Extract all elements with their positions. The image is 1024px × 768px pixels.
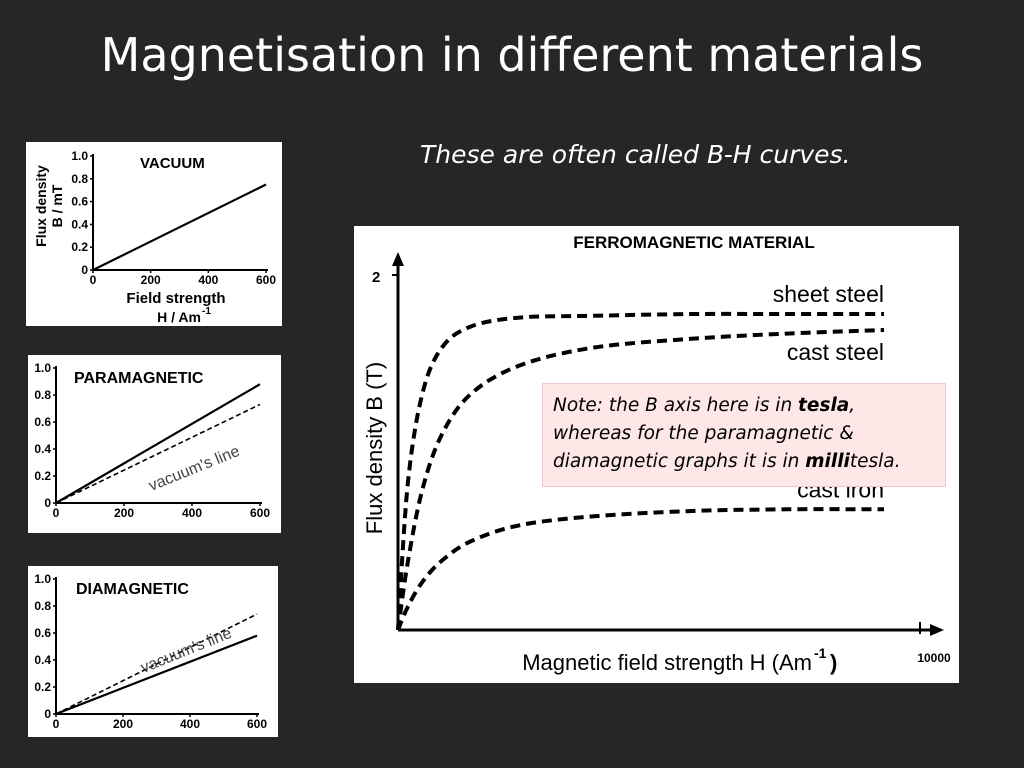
diamagnetic-ytick-label: 0.2 (34, 680, 51, 694)
ferromagnetic-series-label-cast-steel: cast steel (787, 339, 884, 365)
paramagnetic-ytick-label: 1.0 (34, 361, 51, 375)
vacuum-ylabel-2: B / mT (49, 184, 65, 227)
ferromagnetic-ylabel: Flux density B (T) (362, 362, 387, 534)
diamagnetic-ytick-label: 0.4 (34, 653, 51, 667)
slide-title: Magnetisation in different materials (100, 28, 924, 82)
diamagnetic-chart: 0 0.2 0.4 0.6 0.8 1.0 0 200 400 600 DIAMAGNETIC v… (28, 566, 278, 737)
diamagnetic-ytick-label: 0.8 (34, 599, 51, 613)
vacuum-xtick-label: 0 (90, 273, 97, 287)
ferromagnetic-y-arrowhead (392, 252, 404, 266)
vacuum-ytick-label: 0.6 (71, 195, 88, 209)
diamagnetic-xtick-label: 0 (53, 717, 60, 731)
paramagnetic-ytick-label: 0 (44, 496, 51, 510)
ferromagnetic-series-cast-iron (396, 507, 885, 631)
diamagnetic-series-vacuum-line (55, 613, 258, 715)
ferromagnetic-xlabel-end: ) (830, 650, 837, 675)
diamagnetic-ytick-label: 1.0 (34, 572, 51, 586)
diamagnetic-ytick-label: 0 (44, 707, 51, 721)
paramagnetic-vacuum-annotation: vacuum's line (146, 443, 242, 495)
ferromagnetic-x-arrowhead (930, 624, 944, 636)
vacuum-chart-svg: 0 0.2 0.4 0.6 0.8 1.0 0 200 400 600 VACUUM Flux d… (33, 149, 276, 325)
diamagnetic-chart-svg: 00.20.40.60.81.00 200 400 600 DIAMAGNETIC v… (34, 572, 267, 731)
vacuum-chart: 0 0.2 0.4 0.6 0.8 1.0 0 200 400 600 VACUUM Flux d… (26, 142, 282, 326)
note-box: Note: the B axis here is in tesla, where… (542, 383, 946, 487)
ferromagnetic-series-label-sheet-steel: sheet steel (773, 281, 884, 307)
diamagnetic-chart-title: DIAMAGNETIC (76, 581, 189, 598)
vacuum-xtick-label: 600 (256, 273, 276, 287)
paramagnetic-ytick-label: 0.8 (34, 388, 51, 402)
vacuum-xlabel-sup: -1 (202, 306, 211, 317)
paramagnetic-chart-title: PARAMAGNETIC (74, 370, 204, 387)
note-text-3: , whereas for the paramagnetic & diamagn… (553, 395, 856, 472)
note-text-milli: milli (805, 451, 850, 472)
vacuum-xtick-label: 200 (141, 273, 161, 287)
ferromagnetic-ytick-2: 2 (372, 269, 380, 286)
paramagnetic-ytick-label: 0.2 (34, 469, 51, 483)
ferromagnetic-series-cast-steel (396, 328, 885, 631)
paramagnetic-series-vacuum-line (55, 403, 261, 504)
paramagnetic-ytick-label: 0.6 (34, 415, 51, 429)
vacuum-ytick-label: 1.0 (71, 149, 88, 163)
vacuum-ytick-label: 0.2 (71, 240, 88, 254)
vacuum-ytick-label: 0.8 (71, 172, 88, 186)
note-text-5: tesla. (849, 451, 901, 472)
diamagnetic-xtick-label: 200 (113, 717, 133, 731)
vacuum-xlabel-2: H / Am (157, 309, 201, 325)
diamagnetic-series-material-line (55, 634, 258, 716)
paramagnetic-xtick-label: 200 (114, 506, 134, 520)
paramagnetic-ytick-label: 0.4 (34, 442, 51, 456)
ferromagnetic-xlabel: Magnetic field strength H (Am (522, 650, 812, 675)
ferromagnetic-series-sheet-steel (396, 311, 884, 631)
paramagnetic-xtick-label: 400 (182, 506, 202, 520)
vacuum-chart-title: VACUUM (140, 155, 205, 172)
paramagnetic-series-material-line (55, 383, 261, 504)
ferromagnetic-chart-title: FERROMAGNETIC MATERIAL (573, 233, 814, 252)
paramagnetic-xtick-label: 0 (53, 506, 60, 520)
vacuum-xtick-label: 400 (198, 273, 218, 287)
vacuum-ylabel-1: Flux density (33, 165, 49, 247)
note-text-tesla: tesla (798, 395, 850, 416)
vacuum-series-material-line (92, 183, 267, 271)
ferromagnetic-xlabel-sup: -1 (814, 645, 827, 661)
ferromagnetic-xtick-10000: 10000 (917, 651, 951, 665)
note-text-1: Note: the B axis here is in (553, 395, 799, 416)
paramagnetic-chart-svg: 00.20.40.60.81.00 200 400 600 PARAMAGNETIC … (34, 361, 270, 520)
paramagnetic-xtick-label: 600 (250, 506, 270, 520)
slide-subtitle: These are often called B-H curves. (420, 140, 851, 169)
paramagnetic-chart: 0 0.2 0.4 0.6 0.8 1.0 0 200 400 600 PARAMAGNETIC … (28, 355, 281, 533)
vacuum-xlabel-1: Field strength (126, 290, 225, 307)
diamagnetic-xtick-label: 400 (180, 717, 200, 731)
vacuum-ytick-label: 0.4 (71, 217, 88, 231)
diamagnetic-xtick-label: 600 (247, 717, 267, 731)
vacuum-ytick-label: 0 (81, 263, 88, 277)
diamagnetic-ytick-label: 0.6 (34, 626, 51, 640)
